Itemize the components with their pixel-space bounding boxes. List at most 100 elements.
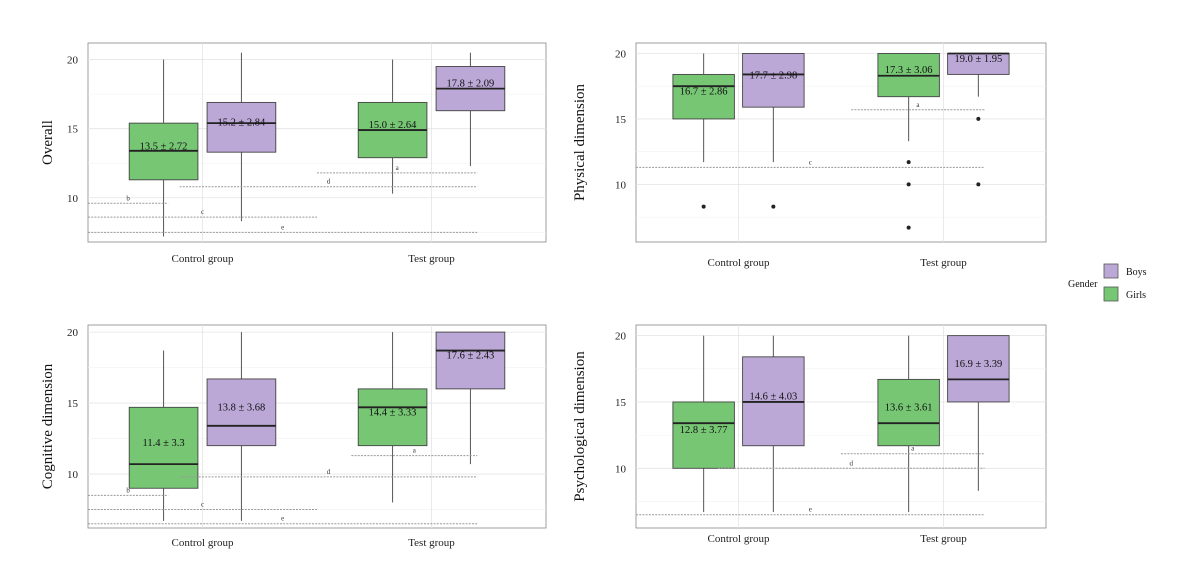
y-tick-label: 10 [615, 463, 627, 475]
y-tick-label: 10 [67, 469, 79, 481]
box-iqr [947, 335, 1010, 403]
x-tick-label-control-group: Control group [707, 257, 770, 269]
box-iqr [742, 53, 805, 108]
box-girls-test-group: 13.6 ± 3.61 [877, 335, 940, 513]
significance-b: b [88, 194, 169, 204]
significance-a: a [841, 445, 985, 455]
significance-e: e [636, 506, 985, 516]
significance-label: c [201, 208, 204, 216]
significance-label: d [327, 178, 331, 186]
y-axis-title: Cognitive dimension [40, 363, 56, 489]
outlier-point [906, 225, 911, 230]
y-tick-label: 15 [67, 124, 79, 136]
x-tick-label-test-group: Test group [408, 537, 455, 549]
significance-label: e [281, 515, 284, 523]
x-tick-label-control-group: Control group [171, 537, 234, 549]
legend-label-girls: Girls [1126, 290, 1146, 301]
significance-label: c [201, 501, 204, 509]
significance-b: b [88, 486, 169, 496]
significance-a: a [317, 164, 478, 174]
significance-label: a [396, 164, 400, 172]
significance-label: c [809, 158, 812, 166]
mean-sd-label: 15.2 ± 2.84 [218, 117, 267, 128]
significance-e: e [88, 223, 478, 233]
mean-sd-label: 19.0 ± 1.95 [954, 54, 1002, 65]
significance-label: d [327, 468, 331, 476]
significance-a: a [851, 101, 985, 111]
mean-sd-label: 13.5 ± 2.72 [140, 141, 188, 152]
significance-label: d [850, 459, 854, 467]
mean-sd-label: 13.8 ± 3.68 [218, 402, 266, 413]
panel-psychological-dimension: 10 15 20 Control group Test group Psychologic… [572, 324, 1047, 545]
box-iqr [128, 406, 199, 489]
panel-overall: 10 15 20 Control group Test group Overall 13.5… [40, 42, 547, 265]
mean-sd-label: 15.0 ± 2.64 [369, 120, 418, 131]
outlier-point [906, 160, 911, 165]
significance-label: b [126, 486, 130, 494]
mean-sd-label: 16.9 ± 3.39 [954, 359, 1002, 370]
y-tick-label: 15 [615, 114, 627, 126]
mean-sd-label: 17.6 ± 2.43 [447, 350, 495, 361]
box-girls-test-group: 14.4 ± 3.33 [357, 332, 428, 503]
y-tick-label: 10 [67, 193, 79, 205]
box-iqr [672, 401, 735, 469]
significance-c: c [636, 158, 985, 168]
outlier-point [976, 116, 981, 121]
y-tick-label: 20 [615, 48, 627, 60]
significance-label: a [413, 447, 417, 455]
significance-label: b [126, 194, 130, 202]
significance-c: c [88, 208, 317, 218]
y-tick-label: 20 [67, 55, 79, 67]
box-boys-control-group: 15.2 ± 2.84 [206, 52, 277, 222]
box-iqr [672, 73, 735, 120]
x-tick-label-control-group: Control group [707, 533, 770, 545]
box-iqr [206, 378, 277, 447]
box-boys-test-group: 19.0 ± 1.95 [947, 52, 1010, 187]
box-iqr [877, 378, 940, 447]
significance-d: d [718, 459, 985, 469]
mean-sd-label: 12.8 ± 3.77 [680, 425, 728, 436]
y-tick-label: 20 [67, 327, 79, 339]
legend-key-boys [1103, 263, 1119, 279]
y-tick-label: 15 [67, 398, 79, 410]
legend-label-boys: Boys [1126, 267, 1147, 278]
box-boys-control-group: 14.6 ± 4.03 [742, 335, 805, 513]
y-axis-title: Overall [40, 120, 56, 165]
significance-a: a [351, 447, 478, 457]
y-axis-title: Psychological dimension [572, 351, 588, 502]
x-tick-label-test-group: Test group [920, 533, 967, 545]
box-girls-test-group: 17.3 ± 3.06 [877, 53, 940, 230]
legend-title: Gender [1068, 279, 1098, 290]
box-boys-test-group: 17.6 ± 2.43 [435, 331, 506, 465]
mean-sd-label: 11.4 ± 3.3 [143, 438, 185, 449]
mean-sd-label: 13.6 ± 3.61 [885, 403, 933, 414]
box-girls-test-group: 15.0 ± 2.64 [357, 59, 428, 194]
box-girls-control-group: 13.5 ± 2.72 [128, 59, 199, 237]
mean-sd-label: 17.8 ± 2.09 [447, 79, 495, 90]
outlier-point [906, 182, 911, 187]
significance-e: e [88, 515, 478, 525]
panel-cognitive-dimension: 10 15 20 Control group Test group Cognitive d… [40, 324, 547, 549]
significance-d: d [179, 468, 478, 478]
mean-sd-label: 17.7 ± 2.98 [749, 70, 797, 81]
box-boys-test-group: 17.8 ± 2.09 [435, 52, 506, 166]
y-tick-label: 10 [615, 179, 627, 191]
y-tick-label: 20 [615, 331, 627, 343]
significance-c: c [88, 501, 317, 511]
panel-physical-dimension: 10 15 20 Control group Test group Physical di… [572, 42, 1047, 269]
x-tick-label-control-group: Control group [171, 253, 234, 265]
mean-sd-label: 17.3 ± 3.06 [885, 65, 933, 76]
y-axis-title: Physical dimension [572, 83, 588, 201]
box-boys-control-group: 13.8 ± 3.68 [206, 332, 277, 521]
box-iqr [206, 101, 277, 153]
x-tick-label-test-group: Test group [408, 253, 455, 265]
mean-sd-label: 14.4 ± 3.33 [369, 407, 417, 418]
x-tick-label-test-group: Test group [920, 257, 967, 269]
box-girls-control-group: 16.7 ± 2.86 [672, 53, 735, 209]
significance-label: e [809, 506, 812, 514]
box-girls-control-group: 11.4 ± 3.3 [128, 350, 199, 521]
outlier-point [976, 182, 981, 187]
mean-sd-label: 14.6 ± 4.03 [749, 391, 797, 402]
box-iqr [357, 388, 428, 447]
